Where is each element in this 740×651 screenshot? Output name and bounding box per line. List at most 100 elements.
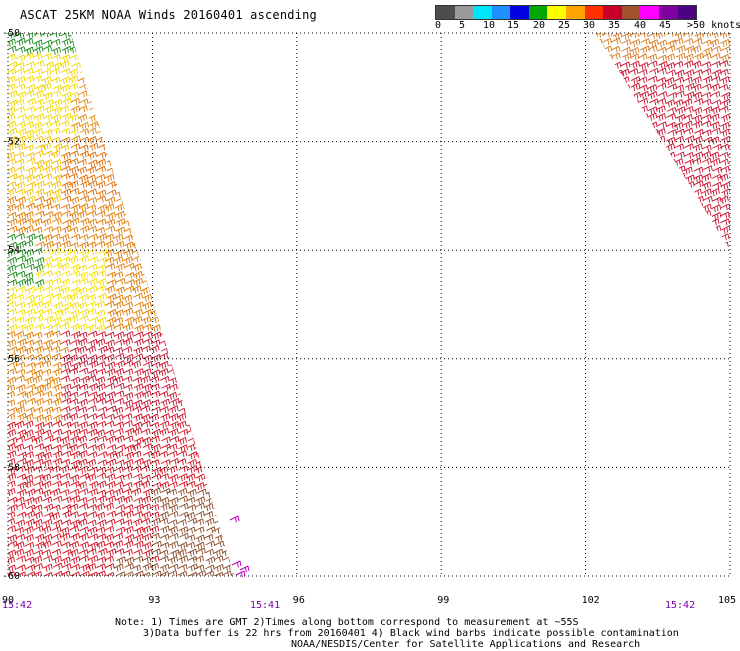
wind-barb	[242, 505, 251, 513]
wind-barb	[44, 241, 53, 249]
wind-barb	[132, 47, 141, 55]
wind-barb	[204, 24, 213, 30]
wind-barb	[169, 107, 178, 115]
wind-barb	[649, 68, 658, 74]
wind-barb	[51, 346, 60, 352]
wind-barb	[204, 130, 213, 138]
wind-barb	[98, 53, 107, 59]
wind-barb	[88, 219, 97, 227]
wind-barb	[622, 160, 631, 168]
wind-barb	[215, 458, 224, 464]
wind-barb	[114, 347, 123, 353]
wind-barb	[195, 482, 204, 490]
wind-barb	[8, 497, 17, 503]
wind-barb	[0, 91, 7, 99]
wind-barb	[0, 346, 6, 354]
wind-barb	[712, 226, 721, 234]
wind-barb	[242, 280, 251, 286]
wind-barb	[106, 181, 115, 187]
wind-barb	[42, 550, 51, 556]
wind-barb	[89, 361, 98, 369]
wind-barb	[124, 129, 133, 137]
wind-barb	[35, 106, 44, 112]
wind-barb	[24, 68, 33, 74]
wind-barb	[6, 114, 15, 122]
wind-barb	[8, 100, 17, 108]
wind-barb	[639, 114, 648, 120]
wind-barb	[204, 279, 213, 285]
wind-barb	[178, 564, 187, 570]
wind-barb	[133, 414, 142, 422]
wind-barb	[177, 24, 186, 30]
wind-barb	[71, 144, 80, 150]
wind-barb	[62, 398, 71, 404]
wind-barb	[666, 242, 675, 248]
wind-barb	[168, 249, 177, 255]
wind-barb	[224, 542, 233, 548]
wind-barb	[629, 196, 638, 204]
wind-barb	[204, 384, 213, 390]
wind-barb	[231, 339, 240, 347]
note-line-1: Note: 1) Times are GMT 2)Times along bot…	[115, 617, 579, 629]
wind-barb	[694, 152, 703, 160]
wind-barb	[161, 144, 170, 150]
wind-barb	[134, 571, 143, 579]
wind-barb	[44, 256, 53, 264]
wind-barb	[241, 265, 250, 273]
wind-barb	[34, 459, 43, 465]
wind-barb	[233, 370, 242, 378]
wind-barb	[141, 518, 150, 524]
wind-barb	[702, 145, 711, 151]
wind-barb	[96, 310, 105, 318]
wind-barb	[79, 533, 88, 541]
time-label: 15:41	[250, 600, 280, 611]
wind-barb	[160, 421, 169, 429]
wind-barb	[242, 31, 251, 37]
wind-barb	[116, 278, 125, 284]
wind-barb	[169, 293, 178, 301]
wind-barb	[730, 69, 739, 75]
wind-barb	[586, 100, 595, 106]
wind-barb	[648, 85, 657, 93]
wind-barb	[206, 557, 215, 565]
wind-barb	[61, 69, 70, 75]
wind-barb	[223, 167, 232, 175]
wind-barb	[658, 196, 667, 202]
wind-barb	[52, 398, 61, 406]
wind-barb	[656, 144, 665, 152]
wind-barb	[728, 144, 737, 150]
wind-barb	[124, 572, 133, 578]
wind-barb	[242, 369, 251, 375]
wind-barb	[6, 331, 15, 337]
wind-barb	[116, 445, 125, 451]
wind-barb	[87, 504, 96, 510]
wind-barb	[604, 167, 613, 173]
wind-barb	[62, 23, 71, 31]
wind-barb	[702, 25, 711, 33]
wind-barb	[721, 24, 730, 30]
longitude-label: 93	[148, 595, 160, 606]
wind-barb	[206, 541, 215, 547]
wind-barb	[232, 287, 241, 293]
wind-barb	[620, 128, 629, 136]
wind-barb	[52, 445, 61, 451]
wind-barb	[656, 106, 665, 114]
wind-barb	[674, 61, 683, 67]
wind-barb	[168, 166, 177, 174]
wind-barb	[656, 31, 665, 39]
wind-barb	[43, 399, 52, 405]
wind-barb	[53, 144, 62, 152]
wind-barb	[123, 107, 132, 115]
wind-barb	[177, 166, 186, 172]
wind-barb	[142, 310, 151, 316]
wind-barb	[105, 301, 114, 307]
wind-barb	[179, 272, 188, 278]
wind-barb	[712, 197, 721, 203]
wind-barb	[214, 40, 223, 46]
wind-barb	[143, 233, 152, 241]
wind-barb	[170, 54, 179, 62]
wind-barb	[232, 31, 241, 39]
wind-barb	[62, 497, 71, 503]
wind-barb	[214, 564, 223, 572]
wind-barb	[142, 227, 151, 235]
